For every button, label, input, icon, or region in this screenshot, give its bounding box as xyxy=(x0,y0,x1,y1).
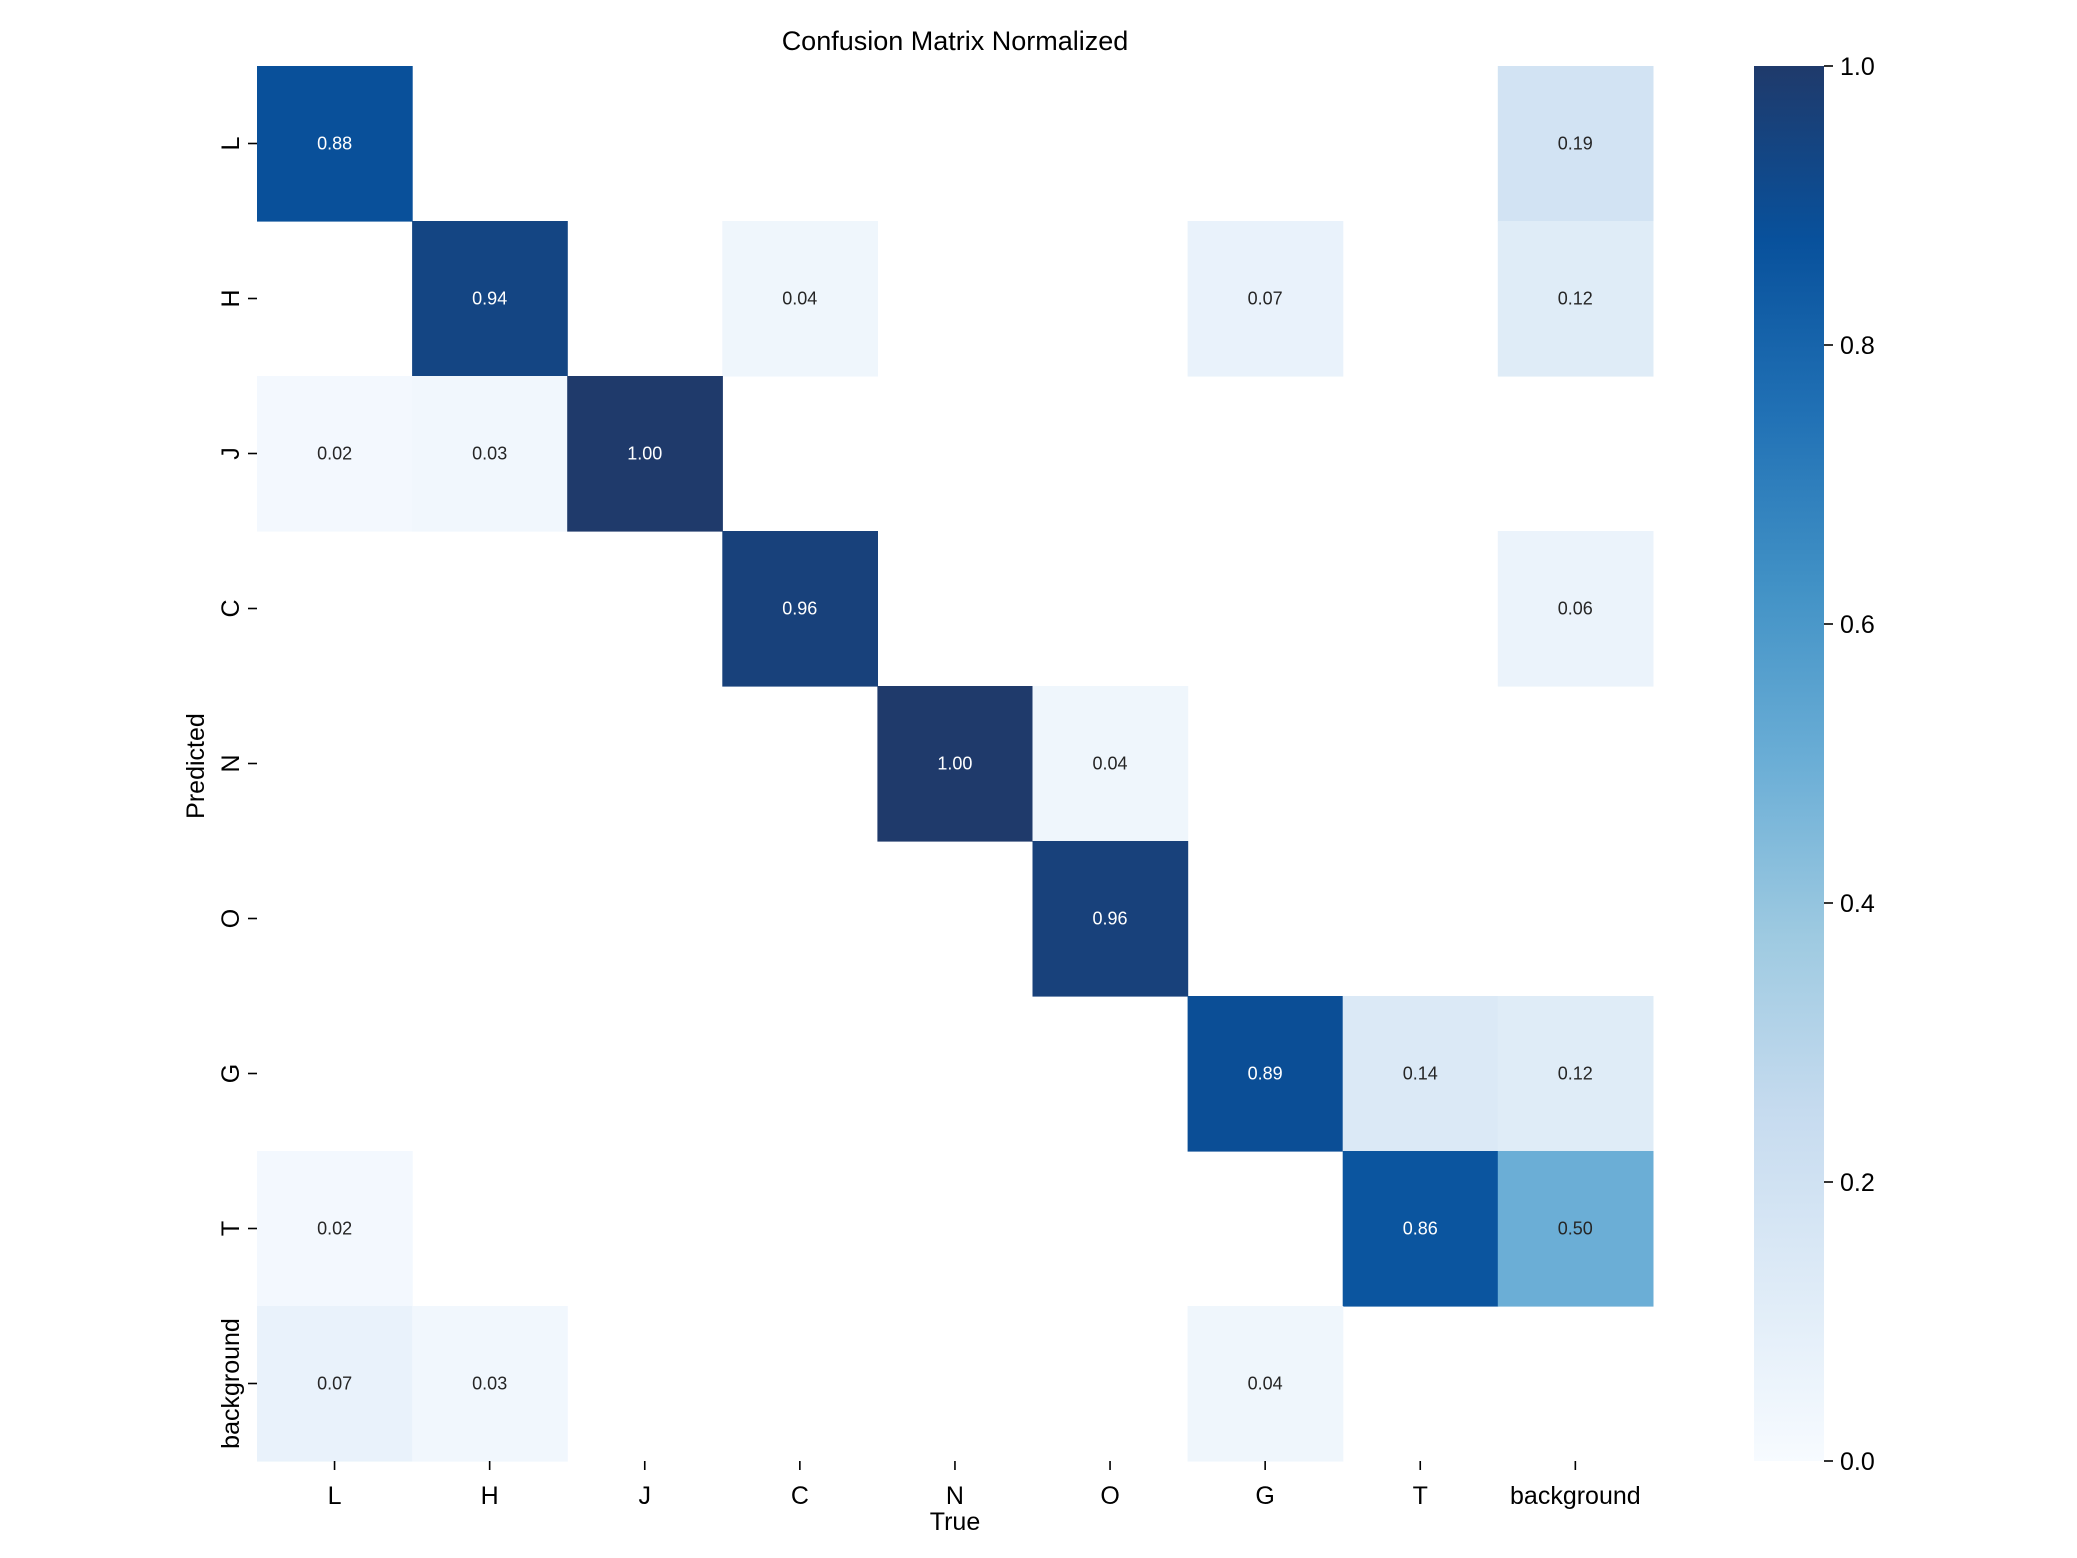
cell-value-label: 0.03 xyxy=(472,444,507,464)
heatmap-cells xyxy=(257,66,1654,1462)
heatmap-cell-C-background xyxy=(1497,531,1654,687)
heatmap-cell-background-G xyxy=(1187,1306,1344,1462)
cell-value-label: 0.12 xyxy=(1558,289,1593,309)
cell-value-label: 0.89 xyxy=(1248,1064,1283,1084)
x-tick-label: O xyxy=(1100,1482,1119,1510)
y-tick-label: G xyxy=(217,1064,245,1083)
heatmap-cell-T-background xyxy=(1497,1151,1654,1307)
heatmap-cell-J-H xyxy=(412,376,568,532)
heatmap-cell-L-background xyxy=(1497,66,1654,222)
heatmap-cell-T-T xyxy=(1342,1151,1499,1307)
cell-value-label: 0.14 xyxy=(1403,1064,1438,1084)
x-tick-label: G xyxy=(1255,1482,1274,1510)
heatmap-cell-C-C xyxy=(722,531,878,687)
heatmap-cell-N-N xyxy=(877,686,1034,842)
cell-value-label: 0.04 xyxy=(1248,1374,1283,1394)
y-tick-label: J xyxy=(217,447,245,460)
cell-value-label: 0.96 xyxy=(782,599,817,619)
cell-value-label: 1.00 xyxy=(627,444,662,464)
heatmap-cell-G-T xyxy=(1342,996,1499,1152)
heatmap-cell-H-background xyxy=(1497,221,1654,377)
x-tick-label: T xyxy=(1413,1482,1428,1510)
colorbar-tick-label: 0.6 xyxy=(1840,611,1875,639)
cell-value-label: 0.86 xyxy=(1403,1219,1438,1239)
cell-value-label: 0.12 xyxy=(1558,1064,1593,1084)
y-tick-label: L xyxy=(217,136,245,150)
colorbar-tick-label: 0.0 xyxy=(1840,1448,1875,1476)
y-tick-label: H xyxy=(217,289,245,307)
cell-value-label: 0.03 xyxy=(472,1374,507,1394)
colorbar-tick-label: 0.8 xyxy=(1840,332,1875,360)
y-tick-label: C xyxy=(217,599,245,617)
x-tick-label: H xyxy=(481,1482,499,1510)
heatmap-cell-J-L xyxy=(257,376,413,532)
colorbar-tick-label: 0.2 xyxy=(1840,1169,1875,1197)
y-tick-label: N xyxy=(217,754,245,772)
y-tick-label: background xyxy=(217,1318,245,1449)
chart-title: Confusion Matrix Normalized xyxy=(782,26,1129,56)
colorbar-tick-label: 1.0 xyxy=(1840,53,1875,81)
heatmap-cell-background-L xyxy=(257,1306,413,1462)
y-tick-label: T xyxy=(217,1221,245,1236)
cell-value-label: 0.06 xyxy=(1558,599,1593,619)
colorbar: 0.0 0.2 0.4 0.6 0.8 1.0 xyxy=(1754,53,1875,1476)
cell-value-label: 0.19 xyxy=(1558,134,1593,154)
x-tick-label: background xyxy=(1510,1482,1641,1510)
cell-value-label: 0.94 xyxy=(472,289,507,309)
heatmap-cell-H-G xyxy=(1187,221,1344,377)
heatmap-cell-H-C xyxy=(722,221,878,377)
heatmap-cell-G-background xyxy=(1497,996,1654,1152)
heatmap-cell-G-G xyxy=(1187,996,1344,1152)
heatmap-cell-labels: 0.88 0.19 0.94 0.04 0.07 0.12 0.02 0.03 1.00 0.96… xyxy=(317,134,1593,1394)
cell-value-label: 0.07 xyxy=(1248,289,1283,309)
cell-value-label: 1.00 xyxy=(937,754,972,774)
y-tick-label: O xyxy=(217,909,245,928)
cell-value-label: 0.88 xyxy=(317,134,352,154)
x-tick-label: J xyxy=(639,1482,652,1510)
heatmap-cell-H-H xyxy=(412,221,568,377)
heatmap-cell-O-O xyxy=(1032,841,1189,997)
colorbar-gradient xyxy=(1754,66,1824,1461)
heatmap-cell-J-J xyxy=(567,376,723,532)
cell-value-label: 0.50 xyxy=(1558,1219,1593,1239)
cell-value-label: 0.04 xyxy=(782,289,817,309)
heatmap-cell-T-L xyxy=(257,1151,413,1307)
heatmap-cell-background-H xyxy=(412,1306,568,1462)
x-tick-label: N xyxy=(946,1482,964,1510)
heatmap-cell-N-O xyxy=(1032,686,1189,842)
y-axis-label: Predicted xyxy=(182,713,210,819)
cell-value-label: 0.02 xyxy=(317,1219,352,1239)
cell-value-label: 0.02 xyxy=(317,444,352,464)
cell-value-label: 0.04 xyxy=(1092,754,1127,774)
x-axis-label: True xyxy=(930,1508,980,1536)
heatmap-cell-L-L xyxy=(257,66,413,222)
x-tick-label: L xyxy=(328,1482,342,1510)
cell-value-label: 0.07 xyxy=(317,1374,352,1394)
x-tick-label: C xyxy=(791,1482,809,1510)
cell-value-label: 0.96 xyxy=(1092,909,1127,929)
colorbar-tick-label: 0.4 xyxy=(1840,890,1875,918)
